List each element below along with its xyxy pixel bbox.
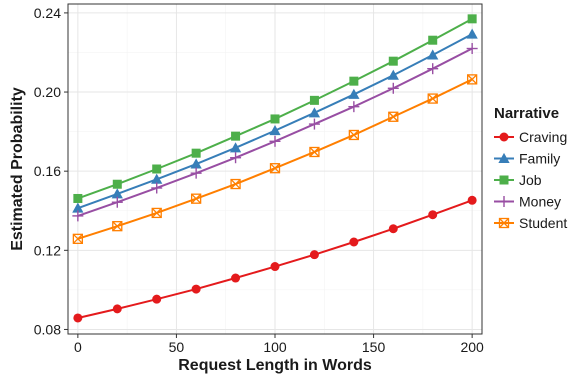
data-point-job [231,132,240,141]
legend: Narrative Craving Family Job Money Student [494,105,567,231]
legend-label: Money [519,194,561,210]
data-point-job [152,165,161,174]
legend-title: Narrative [494,105,559,122]
data-point-craving [192,285,201,294]
data-point-craving [428,210,437,219]
data-point-job [349,77,358,86]
legend-item-job: Job [494,172,542,188]
legend-item-money: Money [494,194,561,210]
data-point-job [428,36,437,45]
x-tick-label: 150 [362,339,386,355]
legend-label: Job [519,172,542,188]
data-point-craving [349,238,358,247]
data-point-craving [310,250,319,259]
x-axis-title: Request Length in Words [178,357,372,374]
y-tick-label: 0.24 [34,5,61,21]
x-tick-label: 0 [74,339,82,355]
data-point-job [73,194,82,203]
legend-item-student: Student [494,215,567,231]
data-point-craving [389,224,398,233]
legend-item-craving: Craving [494,129,567,145]
y-tick-label: 0.16 [34,163,61,179]
x-tick-label: 200 [460,339,484,355]
x-tick-label: 100 [263,339,287,355]
x-tick-label: 50 [169,339,185,355]
y-tick-label: 0.20 [34,84,61,100]
data-point-craving [468,196,477,205]
legend-marker [499,196,510,207]
legend-label: Student [519,215,567,231]
data-point-job [468,14,477,23]
data-point-craving [113,304,122,313]
data-point-craving [152,295,161,304]
data-point-job [310,96,319,105]
y-tick-label: 0.12 [34,242,61,258]
legend-item-family: Family [494,151,560,167]
legend-label: Craving [519,129,567,145]
y-axis-title: Estimated Probability [9,87,26,251]
data-point-job [271,114,280,123]
y-tick-label: 0.08 [34,321,61,337]
data-point-job [113,180,122,189]
data-point-craving [271,262,280,271]
legend-marker [500,176,509,185]
data-point-craving [231,274,240,283]
legend-marker [500,133,509,142]
legend-label: Family [519,151,560,167]
data-point-job [389,57,398,66]
data-point-craving [73,313,82,322]
data-point-job [192,149,201,158]
